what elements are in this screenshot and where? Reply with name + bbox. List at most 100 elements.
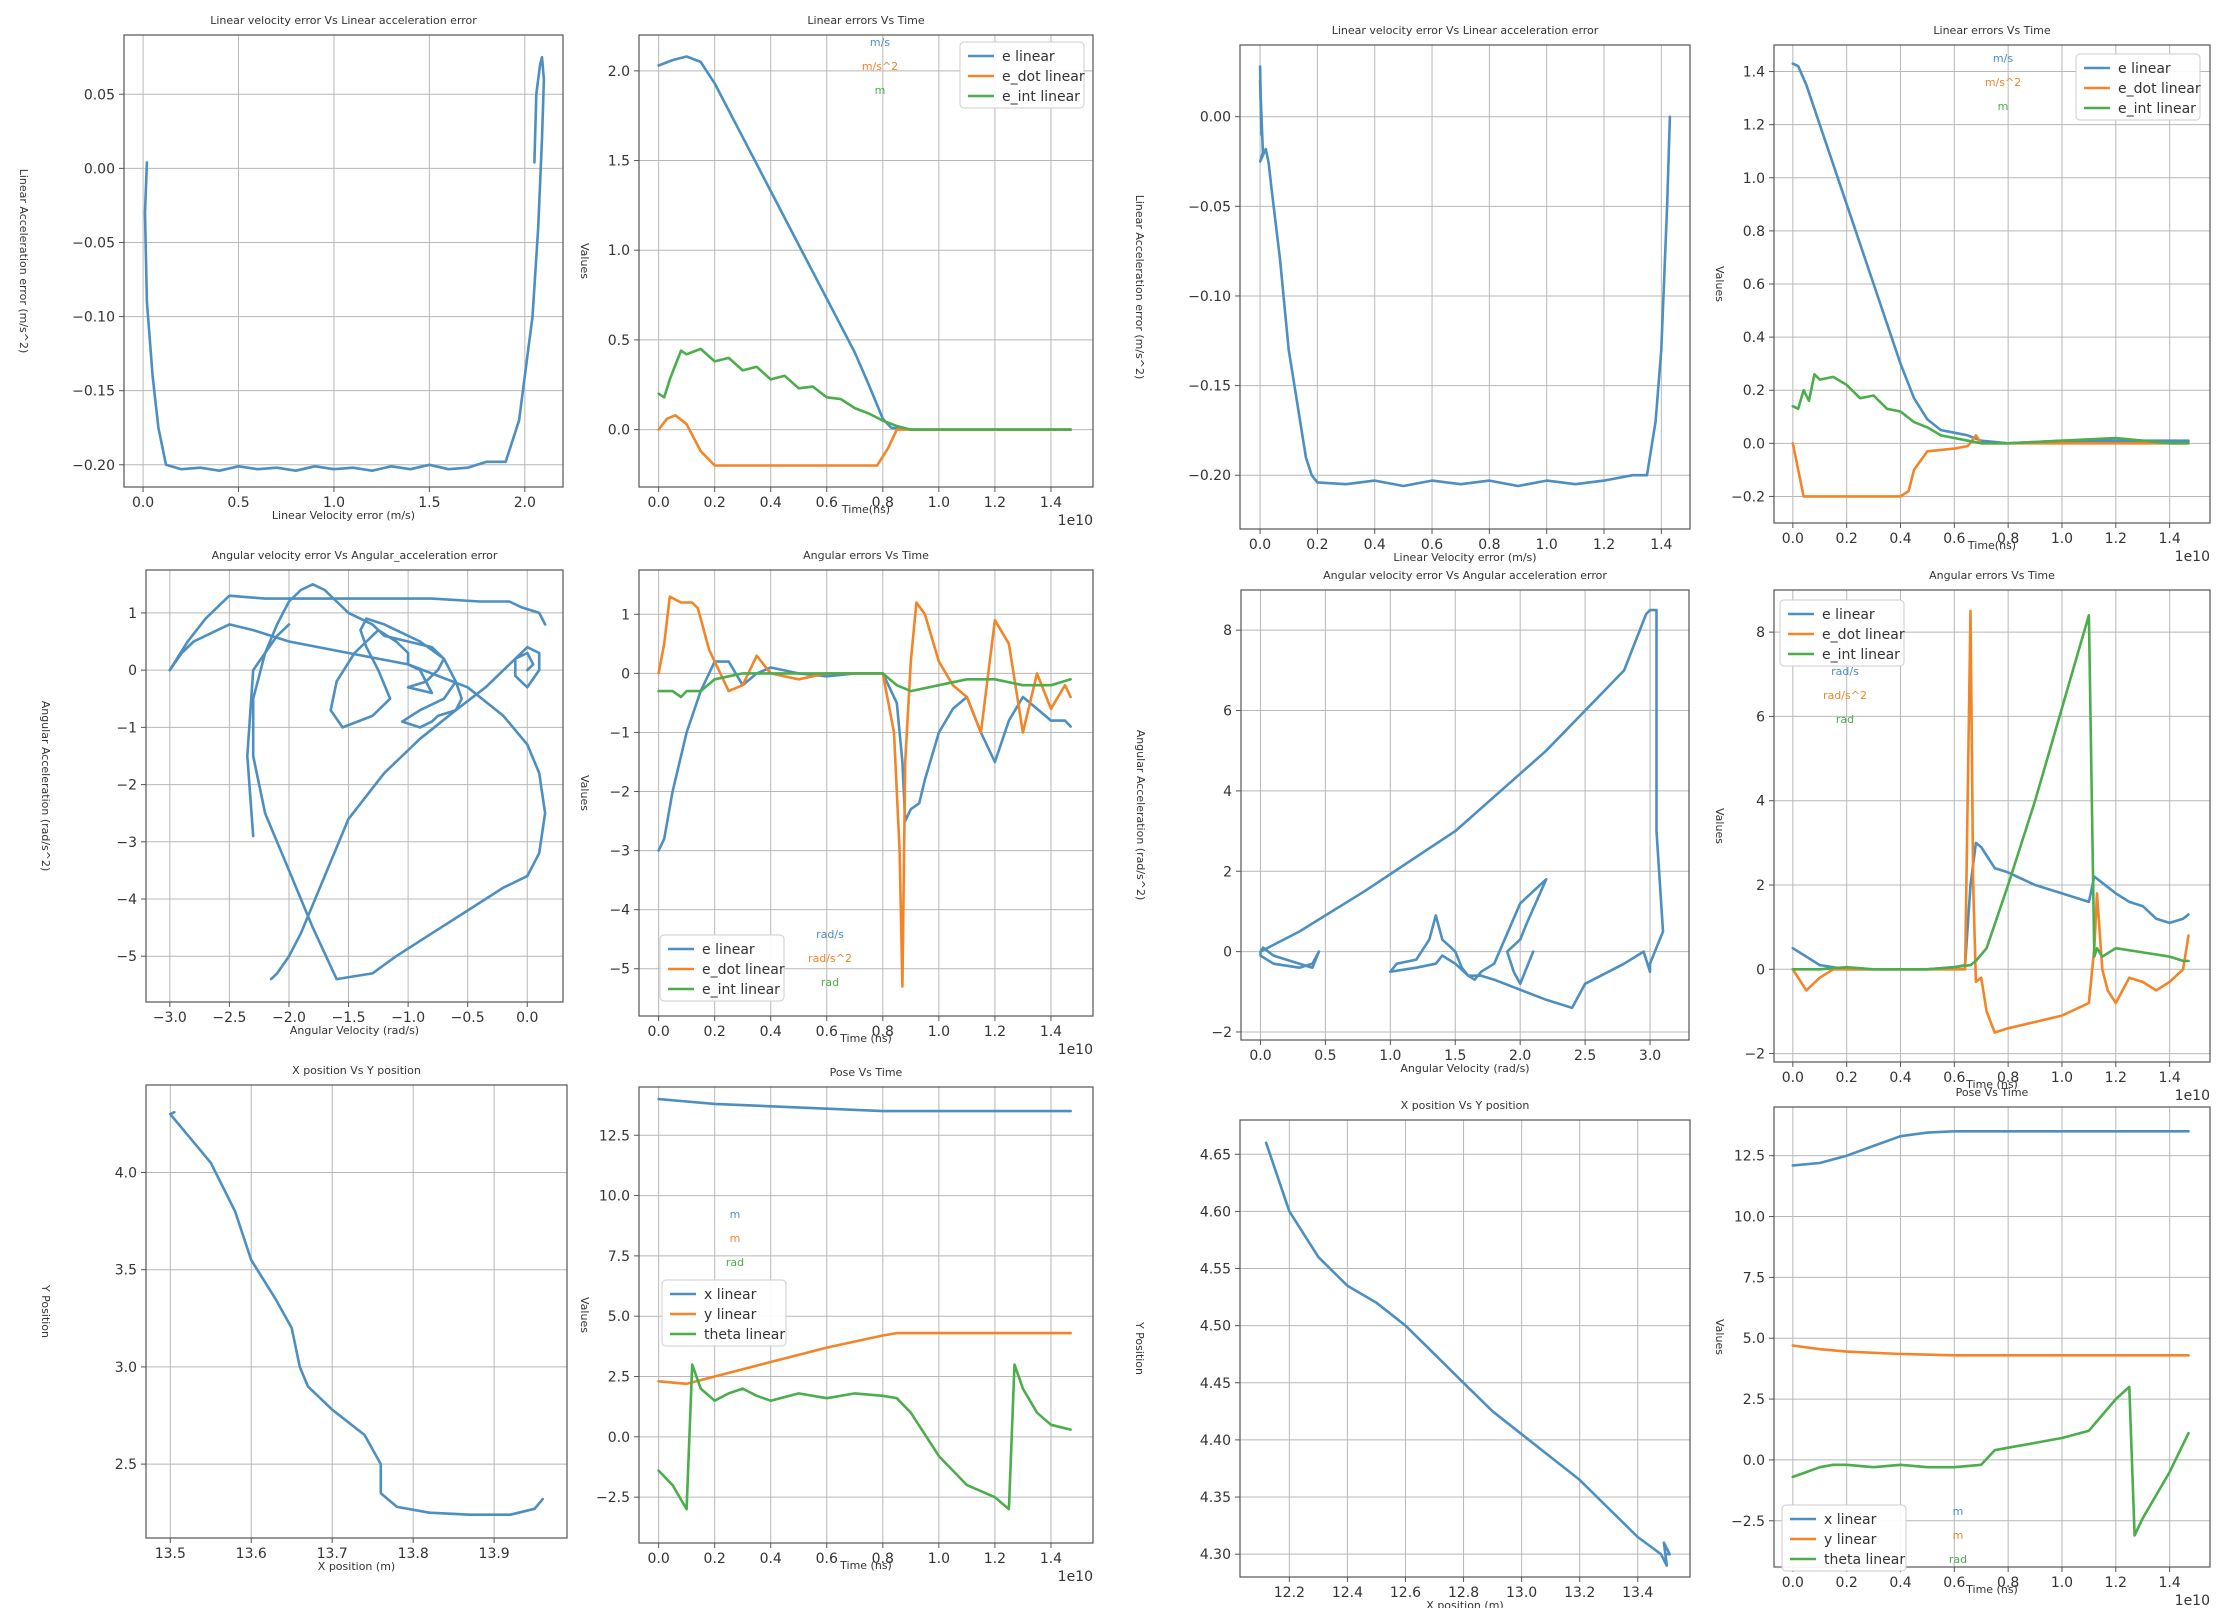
- x-tick-label: 0.2: [1306, 537, 1328, 553]
- legend-box: [1779, 599, 1905, 667]
- y-axis-label: Values: [1713, 1319, 1726, 1355]
- chart-3: 0.0 0.2 0.4 0.6 0.8 1.0 1.2 1.4 0.00 −0.05 −0.10 −0…: [1133, 24, 1691, 564]
- y-tick-label: 0.0: [1743, 436, 1765, 452]
- x-axis-label: Time (ns): [1965, 1583, 2018, 1596]
- x-tick-label: 1.0: [2051, 1575, 2073, 1591]
- y-axis-label: Values: [1713, 808, 1726, 844]
- x-tick-label: 1.0: [928, 495, 950, 511]
- y-tick-label: 0.6: [1743, 277, 1765, 293]
- unit-label: rad: [1949, 1553, 1967, 1566]
- x-tick-label: 0.4: [1364, 537, 1386, 553]
- plot-frame: [1773, 589, 2211, 1063]
- legend-label: e_int linear: [2118, 101, 2196, 117]
- series-line-e-linear: [1791, 62, 2190, 445]
- y-tick-label: −5: [609, 962, 630, 978]
- x-tick-label: 0.0: [647, 1024, 669, 1040]
- x-tick-label: 0.6: [816, 495, 838, 511]
- x-tick-label: 0.6: [1943, 1575, 1965, 1591]
- x-tick-label: 1.2: [1593, 537, 1615, 553]
- chart-10: 0.0 0.2 0.4 0.6 0.8 1.0 1.2 1.4 12.5 10.0 7.5 5.0 2.…: [578, 1066, 1094, 1585]
- y-tick-label: 5.0: [608, 1309, 630, 1325]
- y-tick-label: 1.0: [608, 243, 630, 259]
- series-line-1: [168, 582, 547, 981]
- chart-title: Linear velocity error Vs Linear accelera…: [1332, 24, 1599, 37]
- chart-8: 0.0 0.2 0.4 0.6 0.8 1.0 1.2 1.4 8 6 4 2 0 −2 1e10 Angul…: [1713, 569, 2211, 1104]
- x-axis-label: X position (m): [1426, 1599, 1503, 1608]
- legend: e linear e_dot linear e_int linear: [959, 41, 1085, 109]
- x-tick-label: 1.4: [1040, 495, 1062, 511]
- legend: e linear e_dot linear e_int linear: [659, 934, 785, 1002]
- plot-frame: [1773, 1106, 2211, 1568]
- legend-box: [959, 41, 1085, 109]
- series-line-1: [169, 1110, 545, 1516]
- plot-frame: [638, 34, 1094, 488]
- chart-9: 13.5 13.6 13.7 13.8 13.9 4.0 3.5 3.0 2.5 X positi…: [39, 1064, 568, 1573]
- x-tick-label: 13.8: [398, 1546, 429, 1562]
- x-tick-label: 0.4: [760, 495, 782, 511]
- x-axis-label: Time(ns): [1967, 539, 2016, 552]
- legend-label: x linear: [1824, 1512, 1877, 1528]
- unit-label: m: [730, 1208, 741, 1221]
- plot-frame: [123, 34, 564, 488]
- legend-label: e_dot linear: [1002, 69, 1085, 85]
- y-tick-label: −5: [116, 949, 137, 965]
- plot-frame: [638, 1086, 1094, 1544]
- x-tick-label: 2.5: [1574, 1048, 1596, 1064]
- y-tick-label: −1: [609, 725, 630, 741]
- x-tick-label: 1.0: [323, 495, 345, 511]
- y-tick-label: 0.00: [84, 161, 115, 177]
- x-tick-label: 0.6: [816, 1024, 838, 1040]
- x-tick-label: 0.5: [227, 495, 249, 511]
- chart-title: Pose Vs Time: [830, 1066, 903, 1079]
- series-line-e-dot-linear: [1791, 434, 2190, 498]
- x-multiplier: 1e10: [1058, 1042, 1093, 1058]
- x-tick-label: −0.5: [451, 1010, 485, 1026]
- y-tick-label: 2: [1223, 864, 1232, 880]
- x-tick-label: 0.2: [704, 1024, 726, 1040]
- legend-label: y linear: [704, 1307, 757, 1323]
- x-tick-label: 0.8: [872, 1551, 894, 1567]
- x-tick-label: 0.8: [872, 495, 894, 511]
- series-line-2: [269, 645, 541, 981]
- series-line-e-int-linear: [1791, 613, 2190, 971]
- legend-box: [659, 934, 785, 1002]
- y-tick-label: −3: [609, 844, 630, 860]
- y-tick-label: 1.2: [1743, 118, 1765, 134]
- series-line-x-linear: [657, 1097, 1072, 1113]
- y-tick-label: 1.5: [608, 154, 630, 170]
- x-tick-label: 1.0: [1536, 537, 1558, 553]
- legend-label: e linear: [702, 942, 755, 958]
- x-tick-label: 0.4: [760, 1551, 782, 1567]
- x-tick-label: 1.0: [1379, 1048, 1401, 1064]
- x-tick-label: 0.0: [647, 1551, 669, 1567]
- x-tick-label: 12.2: [1274, 1585, 1305, 1601]
- legend-box: [2075, 53, 2201, 121]
- chart-title: Angular velocity error Vs Angular accele…: [1323, 569, 1607, 582]
- x-tick-label: 1.4: [1040, 1024, 1062, 1040]
- chart-7: 0.0 0.5 1.0 1.5 2.0 2.5 3.0 8 6 4 2 0 −2 Angular velo…: [1134, 569, 1690, 1075]
- x-tick-label: 1.0: [2051, 1070, 2073, 1086]
- x-tick-label: 1.4: [2158, 1070, 2180, 1086]
- x-multiplier: 1e10: [2175, 1593, 2210, 1608]
- plot-frame: [145, 1084, 568, 1539]
- chart-1: 0.0 0.5 1.0 1.5 2.0 0.05 0.00 −0.05 −0.10 −0.15 −0…: [17, 14, 564, 522]
- x-tick-label: 0.8: [1997, 531, 2019, 547]
- x-tick-label: 2.0: [514, 495, 536, 511]
- series-line-x-linear: [1791, 1130, 2190, 1167]
- x-tick-label: 13.2: [1564, 1585, 1595, 1601]
- x-tick-label: 1.2: [2105, 531, 2127, 547]
- x-tick-label: 1.4: [2158, 1575, 2180, 1591]
- y-tick-label: 0.05: [84, 87, 115, 103]
- x-axis-label: Time (ns): [839, 1032, 892, 1045]
- legend: e linear e_dot linear e_int linear: [1779, 599, 1905, 667]
- x-tick-label: 13.6: [236, 1546, 267, 1562]
- x-tick-label: 0.4: [1889, 1575, 1911, 1591]
- x-tick-label: 0.8: [1997, 1575, 2019, 1591]
- series-line-theta-linear: [1791, 1385, 2190, 1537]
- x-multiplier: 1e10: [1058, 1569, 1093, 1585]
- legend-label: e linear: [1822, 607, 1875, 623]
- y-tick-label: 4.60: [1200, 1204, 1231, 1220]
- unit-label: m/s^2: [1985, 76, 2021, 89]
- y-tick-label: 0.0: [1743, 1453, 1765, 1469]
- y-tick-label: 0: [621, 666, 630, 682]
